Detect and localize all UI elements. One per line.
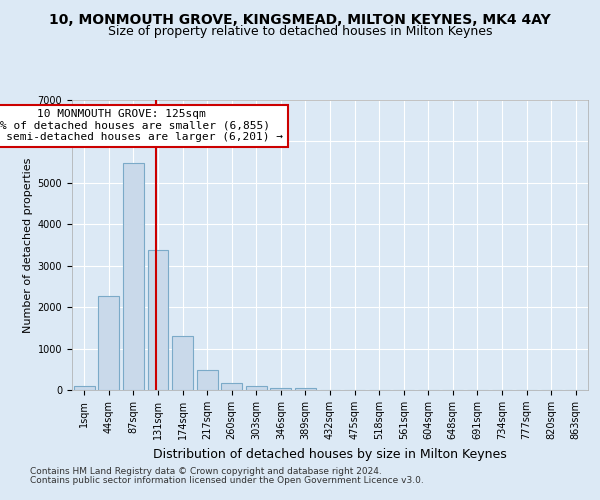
Text: 10, MONMOUTH GROVE, KINGSMEAD, MILTON KEYNES, MK4 4AY: 10, MONMOUTH GROVE, KINGSMEAD, MILTON KE… <box>49 12 551 26</box>
Text: Contains HM Land Registry data © Crown copyright and database right 2024.: Contains HM Land Registry data © Crown c… <box>30 467 382 476</box>
Text: 10 MONMOUTH GROVE: 125sqm
← 52% of detached houses are smaller (6,855)
47% of se: 10 MONMOUTH GROVE: 125sqm ← 52% of detac… <box>0 109 283 142</box>
Y-axis label: Number of detached properties: Number of detached properties <box>23 158 34 332</box>
Bar <box>148 250 169 390</box>
Bar <box>295 388 316 390</box>
Bar <box>172 336 193 390</box>
Bar <box>74 386 95 390</box>
Bar <box>271 388 292 390</box>
Text: Contains public sector information licensed under the Open Government Licence v3: Contains public sector information licen… <box>30 476 424 485</box>
Bar <box>221 383 242 390</box>
Text: Size of property relative to detached houses in Milton Keynes: Size of property relative to detached ho… <box>108 25 492 38</box>
Bar <box>123 163 144 390</box>
X-axis label: Distribution of detached houses by size in Milton Keynes: Distribution of detached houses by size … <box>153 448 507 460</box>
Bar <box>197 370 218 390</box>
Bar <box>246 386 267 390</box>
Bar <box>98 296 119 390</box>
